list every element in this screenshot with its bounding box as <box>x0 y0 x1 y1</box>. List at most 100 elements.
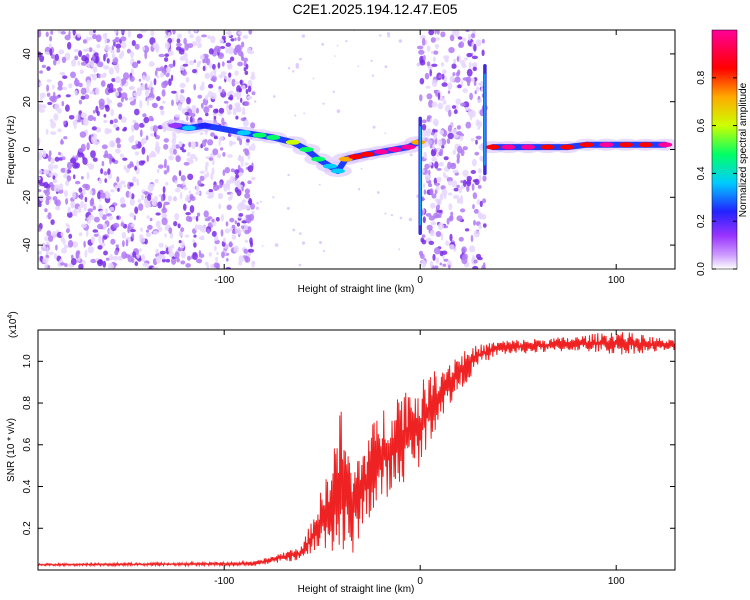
noise-dot <box>119 197 125 205</box>
noise-dot <box>156 168 160 174</box>
noise-dot <box>178 170 182 177</box>
noise-dot <box>58 49 65 55</box>
noise-dot <box>108 262 114 269</box>
noise-dot <box>100 74 103 78</box>
noise-dot <box>161 258 166 263</box>
noise-dot <box>237 36 241 42</box>
noise-dot <box>220 46 226 49</box>
ridge-point <box>168 123 183 129</box>
noise-dot <box>99 102 105 110</box>
noise-dot <box>142 113 147 118</box>
noise-dot <box>44 236 49 242</box>
noise-dot <box>87 208 94 213</box>
noise-dot <box>192 239 196 243</box>
ridge-point <box>348 154 363 160</box>
y-tick-label: 20 <box>22 96 33 108</box>
noise-dot <box>204 147 209 151</box>
noise-dot <box>460 102 466 107</box>
noise-dot <box>60 138 64 145</box>
noise-dot <box>215 256 219 262</box>
noise-dot <box>110 108 114 117</box>
noise-dot <box>461 246 467 253</box>
noise-dot <box>134 165 138 171</box>
noise-dot <box>117 187 120 192</box>
noise-dot <box>467 34 472 41</box>
noise-dot <box>125 239 129 247</box>
noise-dot <box>210 132 215 137</box>
noise-dot <box>53 184 61 192</box>
noise-dot <box>448 244 455 250</box>
y-tick-label: 0.8 <box>22 396 33 410</box>
noise-dot <box>205 190 211 195</box>
noise-dot <box>116 215 120 220</box>
noise-dot <box>153 195 158 203</box>
noise-dot <box>105 257 110 261</box>
noise-dot <box>128 97 135 101</box>
noise-dot <box>246 47 252 54</box>
noise-dot <box>115 148 121 154</box>
noise-dot <box>371 74 374 77</box>
noise-dot <box>195 215 199 222</box>
noise-dot <box>451 105 457 109</box>
noise-dot <box>168 78 172 86</box>
noise-dot <box>153 78 157 86</box>
noise-dot <box>245 63 249 70</box>
noise-dot <box>454 76 461 83</box>
noise-dot <box>228 104 233 111</box>
noise-dot <box>457 69 461 76</box>
noise-dot <box>478 211 482 219</box>
noise-dot <box>475 86 480 92</box>
noise-dot <box>82 39 87 44</box>
noise-dot <box>84 94 90 100</box>
noise-dot <box>80 112 87 119</box>
noise-dot <box>176 183 182 188</box>
noise-dot <box>431 63 438 67</box>
noise-dot <box>68 240 74 248</box>
noise-dot <box>462 146 468 151</box>
noise-dot <box>471 77 475 83</box>
noise-dot <box>54 253 58 260</box>
noise-dot <box>158 242 164 248</box>
noise-dot <box>39 70 43 74</box>
noise-dot <box>429 260 434 268</box>
noise-dot <box>103 114 107 118</box>
noise-dot <box>133 92 138 97</box>
noise-dot <box>440 62 445 67</box>
colorbar <box>711 29 738 270</box>
ridge-point <box>638 142 653 148</box>
noise-dot <box>226 258 229 262</box>
noise-dot <box>155 248 159 254</box>
noise-dot <box>443 156 449 161</box>
noise-dot <box>141 146 146 155</box>
noise-dot <box>460 197 464 205</box>
noise-dot <box>245 89 249 94</box>
noise-dot <box>147 194 152 201</box>
noise-dot <box>445 240 450 246</box>
noise-dot <box>424 40 428 45</box>
noise-dot <box>50 96 57 103</box>
noise-dot <box>482 198 487 204</box>
noise-dot <box>453 58 457 65</box>
noise-dot <box>429 162 433 166</box>
noise-dot <box>180 250 186 259</box>
noise-dot <box>244 70 249 75</box>
noise-dot <box>63 136 68 140</box>
noise-dot <box>141 254 146 262</box>
noise-dot <box>59 183 63 191</box>
noise-dot <box>239 79 243 86</box>
noise-dot <box>468 107 471 112</box>
noise-dot <box>466 68 473 77</box>
noise-dot <box>84 196 88 203</box>
noise-dot <box>97 61 104 68</box>
spectrogram-y-ticks: -40 -20 0 20 40 <box>22 48 675 252</box>
colorbar-label: Normalized spectral amplitude <box>738 82 749 217</box>
noise-dot <box>194 30 198 33</box>
noise-dot <box>247 165 254 173</box>
noise-dot <box>73 48 80 53</box>
noise-dot <box>471 55 478 60</box>
noise-dot <box>446 218 450 225</box>
noise-dot <box>161 217 168 226</box>
y-tick-label: -20 <box>22 190 33 205</box>
noise-dot <box>295 62 299 67</box>
noise-dot <box>247 248 255 253</box>
